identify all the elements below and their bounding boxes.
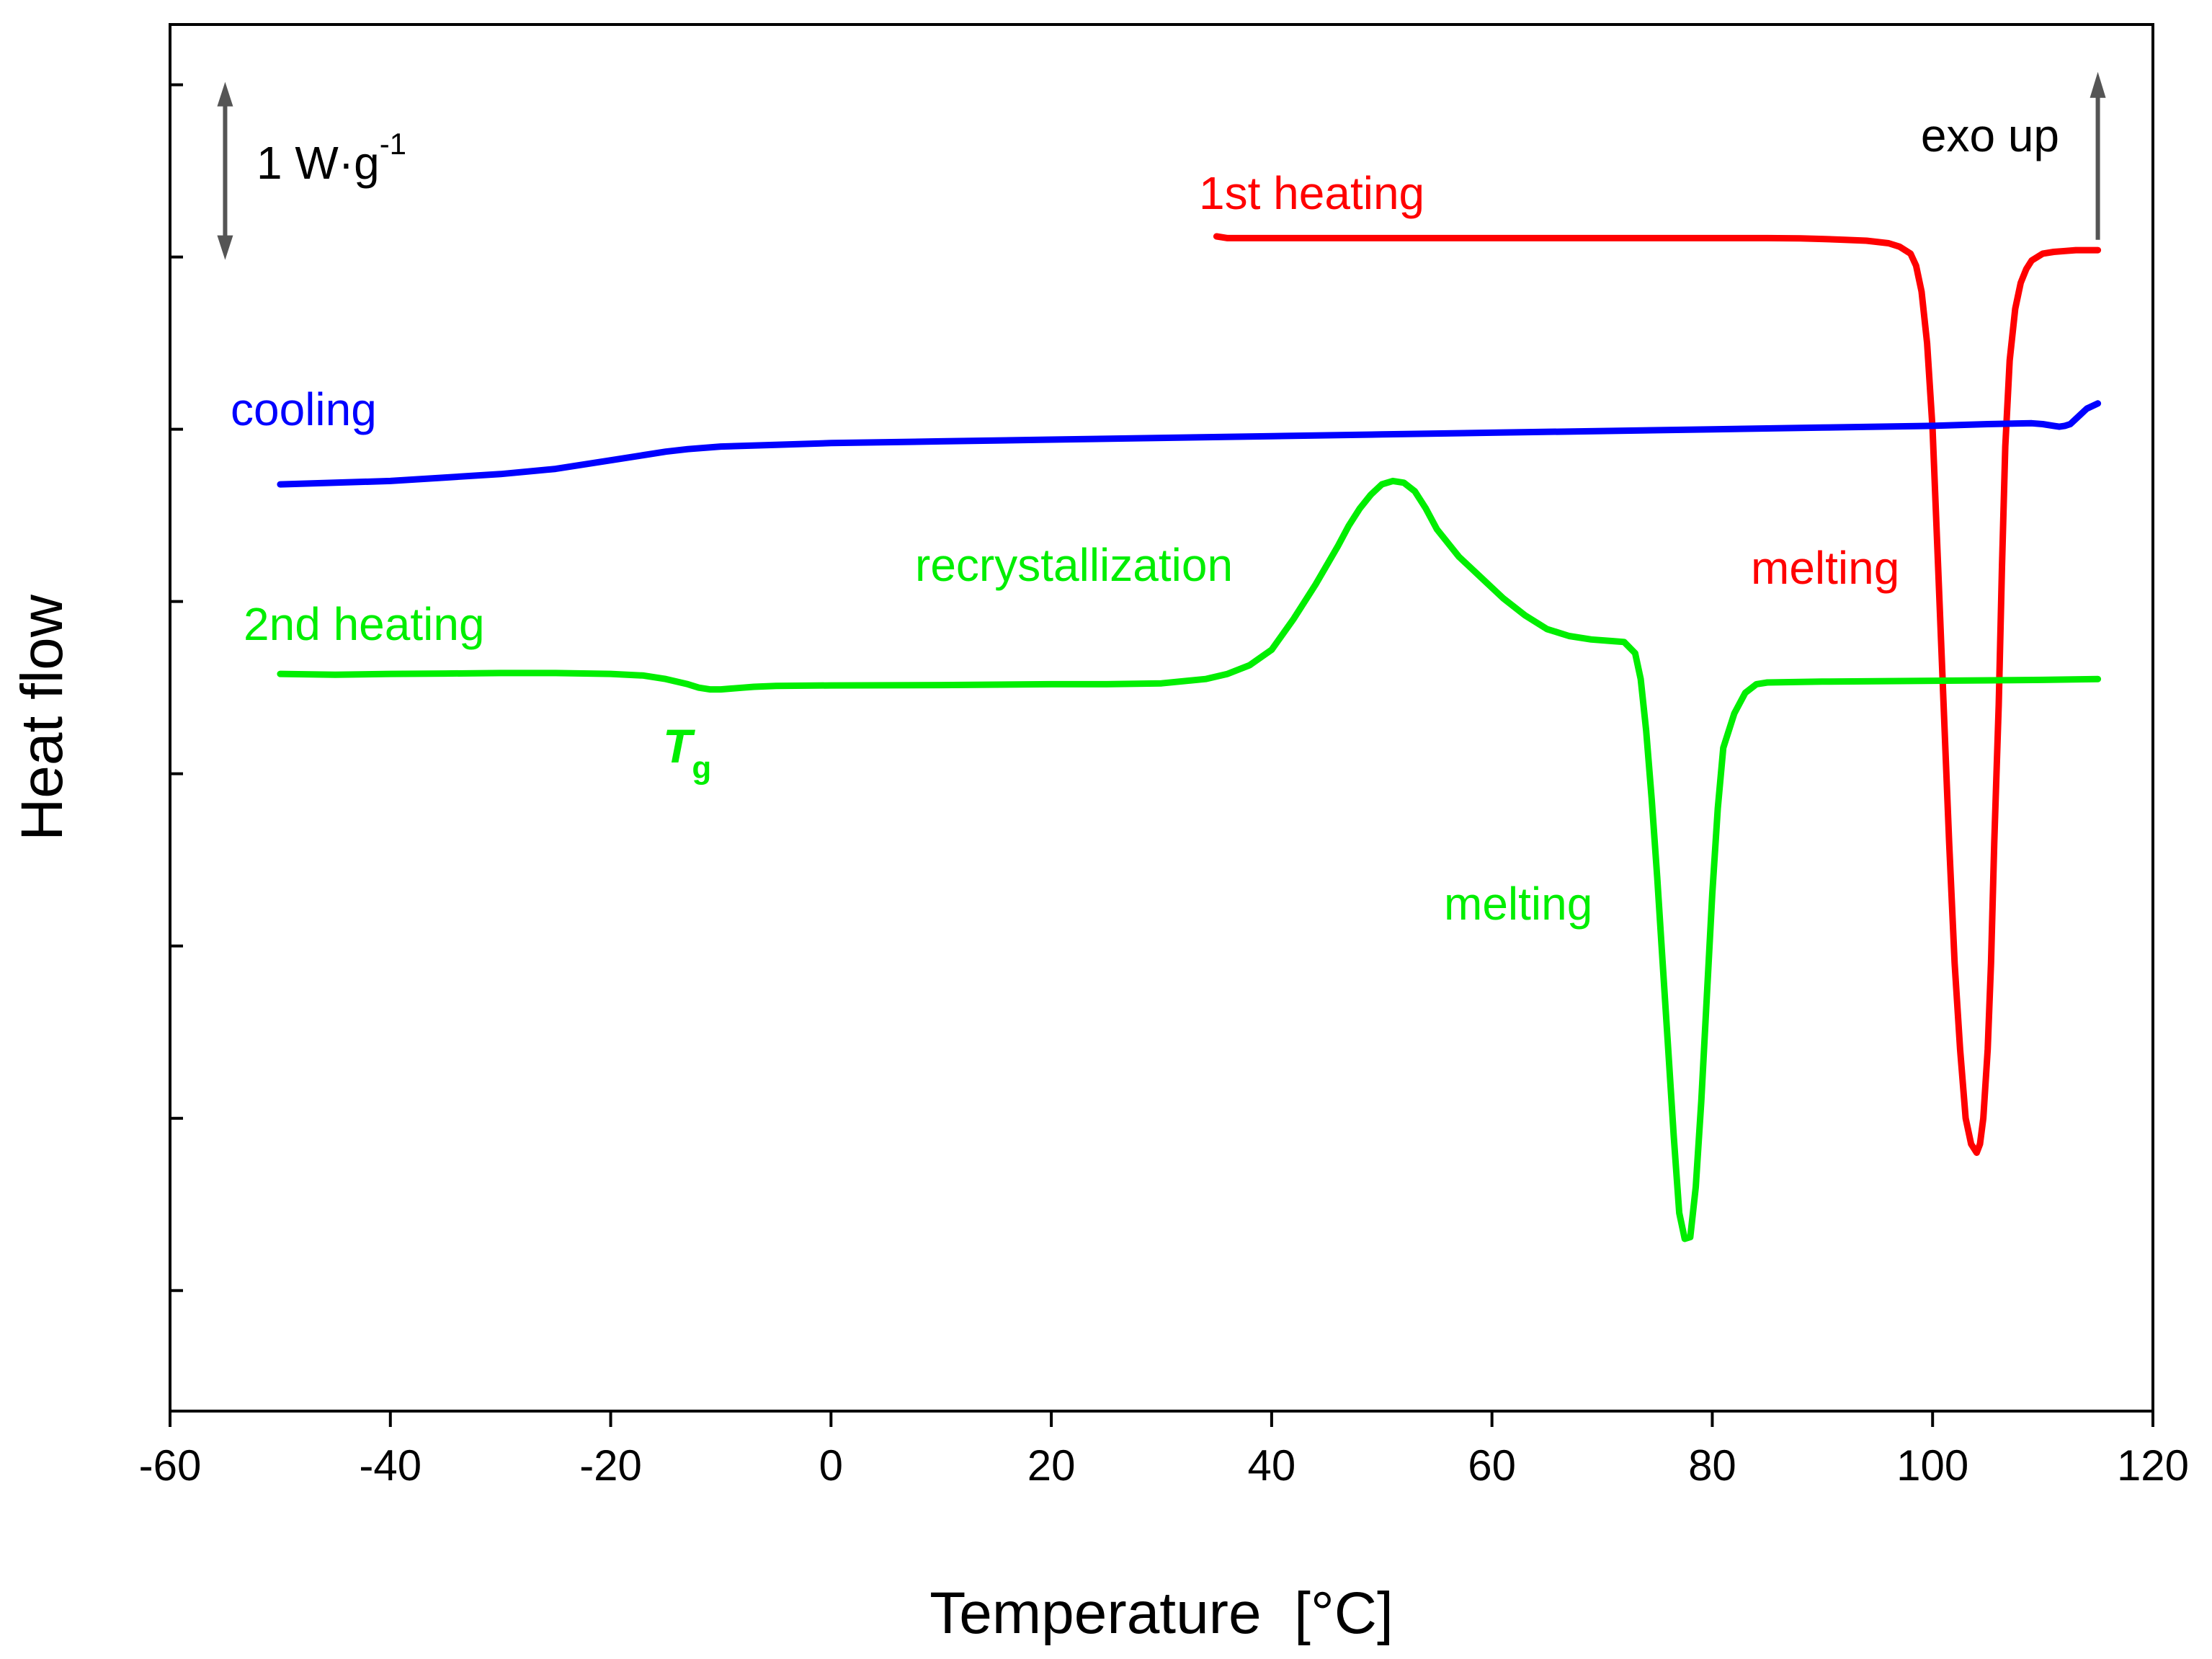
series-line-2nd-heating <box>277 477 2102 1242</box>
annotation-2nd-heating: 2nd heating <box>244 598 485 650</box>
plot-frame <box>169 23 2154 1413</box>
x-axis-title: Temperature [°C] <box>929 1580 1393 1646</box>
exo-up-label: exo up <box>1921 110 2059 161</box>
y-axis-ticks <box>170 83 183 1292</box>
annotation-melting-2nd: melting <box>1444 878 1592 930</box>
scale-bar-label-superscript: -1 <box>380 127 406 161</box>
scale-bar-label-text: 1 W·g <box>257 137 380 189</box>
x-axis-tick-labels: -60 -40 -20 0 20 40 60 80 100 120 <box>139 1441 2189 1490</box>
exo-up-indicator: exo up <box>1921 71 2106 240</box>
annotation-melting-1st: melting <box>1751 542 1899 594</box>
x-tick-label: 0 <box>819 1441 843 1490</box>
annotation-recrystallization: recrystallization <box>915 539 1233 591</box>
x-tick-label: 40 <box>1248 1441 1296 1490</box>
series-line-1st-heating <box>1213 233 2102 1156</box>
x-tick-label: 80 <box>1688 1441 1736 1490</box>
scale-bar-arrowhead-bottom <box>217 235 233 260</box>
x-tick-label: 100 <box>1896 1441 1968 1490</box>
annotation-tg: Tg <box>663 719 711 786</box>
x-tick-label: -60 <box>139 1441 202 1490</box>
series-line-cooling <box>277 400 2102 488</box>
scale-bar: 1 W·g-1 <box>217 81 406 260</box>
x-tick-label: -40 <box>359 1441 422 1490</box>
x-tick-label: 120 <box>2117 1441 2189 1490</box>
x-tick-label: -20 <box>579 1441 642 1490</box>
x-axis-ticks <box>169 1411 2154 1427</box>
annotation-cooling: cooling <box>231 383 377 435</box>
annotation-1st-heating: 1st heating <box>1199 167 1424 219</box>
exo-up-arrowhead <box>2090 71 2106 98</box>
scale-bar-arrowhead-top <box>217 81 233 107</box>
x-tick-label: 60 <box>1468 1441 1516 1490</box>
annotation-tg-symbol: T <box>663 719 695 773</box>
x-tick-label: 20 <box>1027 1441 1076 1490</box>
y-axis-title: Heat flow <box>9 594 75 841</box>
series-group <box>277 233 2102 1242</box>
scale-bar-label: 1 W·g-1 <box>257 127 406 189</box>
annotation-tg-subscript: g <box>692 750 711 786</box>
